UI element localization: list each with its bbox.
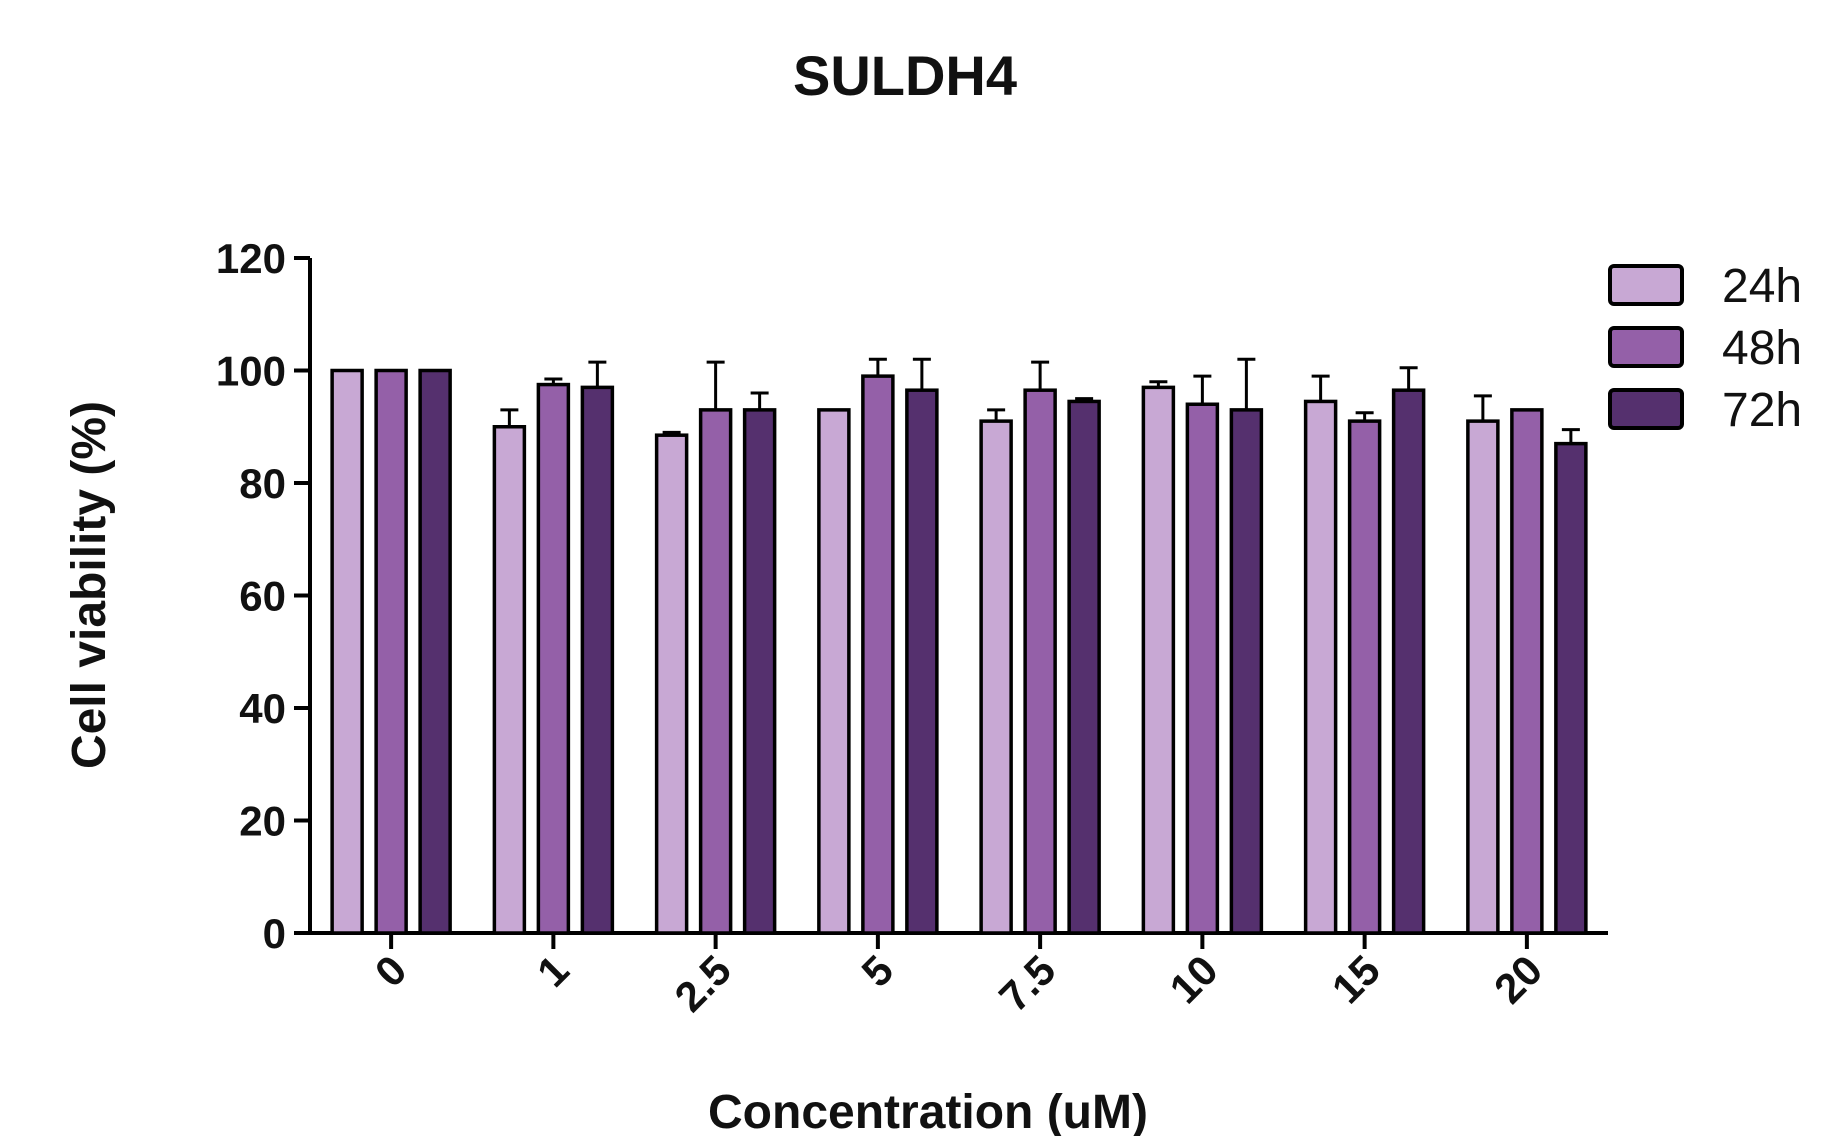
- x-tick-label: 1: [528, 946, 578, 996]
- bar: [580, 385, 615, 935]
- bar: [654, 433, 689, 935]
- bar: [492, 425, 527, 935]
- y-tick-label: 20: [239, 798, 286, 845]
- bar: [861, 374, 895, 935]
- legend-label: 48h: [1722, 322, 1802, 375]
- legend-swatch: [1608, 326, 1684, 368]
- y-tick-label: 120: [216, 235, 286, 282]
- bar: [905, 388, 939, 935]
- bar: [374, 368, 408, 935]
- legend-swatch: [1608, 388, 1684, 430]
- x-tick-label: 7.5: [990, 946, 1065, 1021]
- y-tick-label: 60: [239, 573, 286, 620]
- x-tick-label: 2.5: [665, 946, 740, 1021]
- bar: [1554, 441, 1588, 935]
- y-tick-label: 100: [216, 348, 286, 395]
- x-axis-title: Concentration (uM): [708, 1086, 1148, 1136]
- y-tick-label: 80: [239, 460, 286, 507]
- bar: [698, 408, 733, 935]
- x-tick-label: 15: [1323, 946, 1389, 1012]
- x-tick-label: 0: [366, 946, 416, 996]
- x-tick-label: 5: [852, 946, 902, 996]
- bar: [1185, 402, 1220, 935]
- bar: [536, 382, 571, 935]
- bar: [1067, 399, 1101, 935]
- y-tick-label: 0: [263, 910, 286, 957]
- bar: [1023, 388, 1057, 935]
- bar: [1303, 399, 1338, 935]
- legend-label: 24h: [1722, 260, 1802, 313]
- legend-label: 72h: [1722, 384, 1802, 437]
- y-axis-title: Cell viability (%): [63, 401, 116, 769]
- chart-title: SULDH4: [793, 44, 1017, 107]
- bar: [330, 368, 364, 935]
- bar: [1510, 408, 1544, 935]
- bar: [1141, 385, 1176, 935]
- bar: [1466, 419, 1500, 935]
- legend-swatch: [1608, 264, 1684, 306]
- bars: [330, 357, 1588, 935]
- bar: [1347, 419, 1382, 935]
- x-tick-label: 20: [1485, 946, 1551, 1012]
- bar: [1391, 388, 1426, 935]
- bar: [742, 408, 777, 935]
- bar: [979, 419, 1013, 935]
- x-tick-label: 10: [1160, 946, 1226, 1012]
- legend: 24h 48h 72h: [1608, 260, 1802, 437]
- y-tick-label: 40: [239, 685, 286, 732]
- bar: [817, 408, 851, 935]
- bar: [1229, 408, 1264, 935]
- bar: [418, 368, 452, 935]
